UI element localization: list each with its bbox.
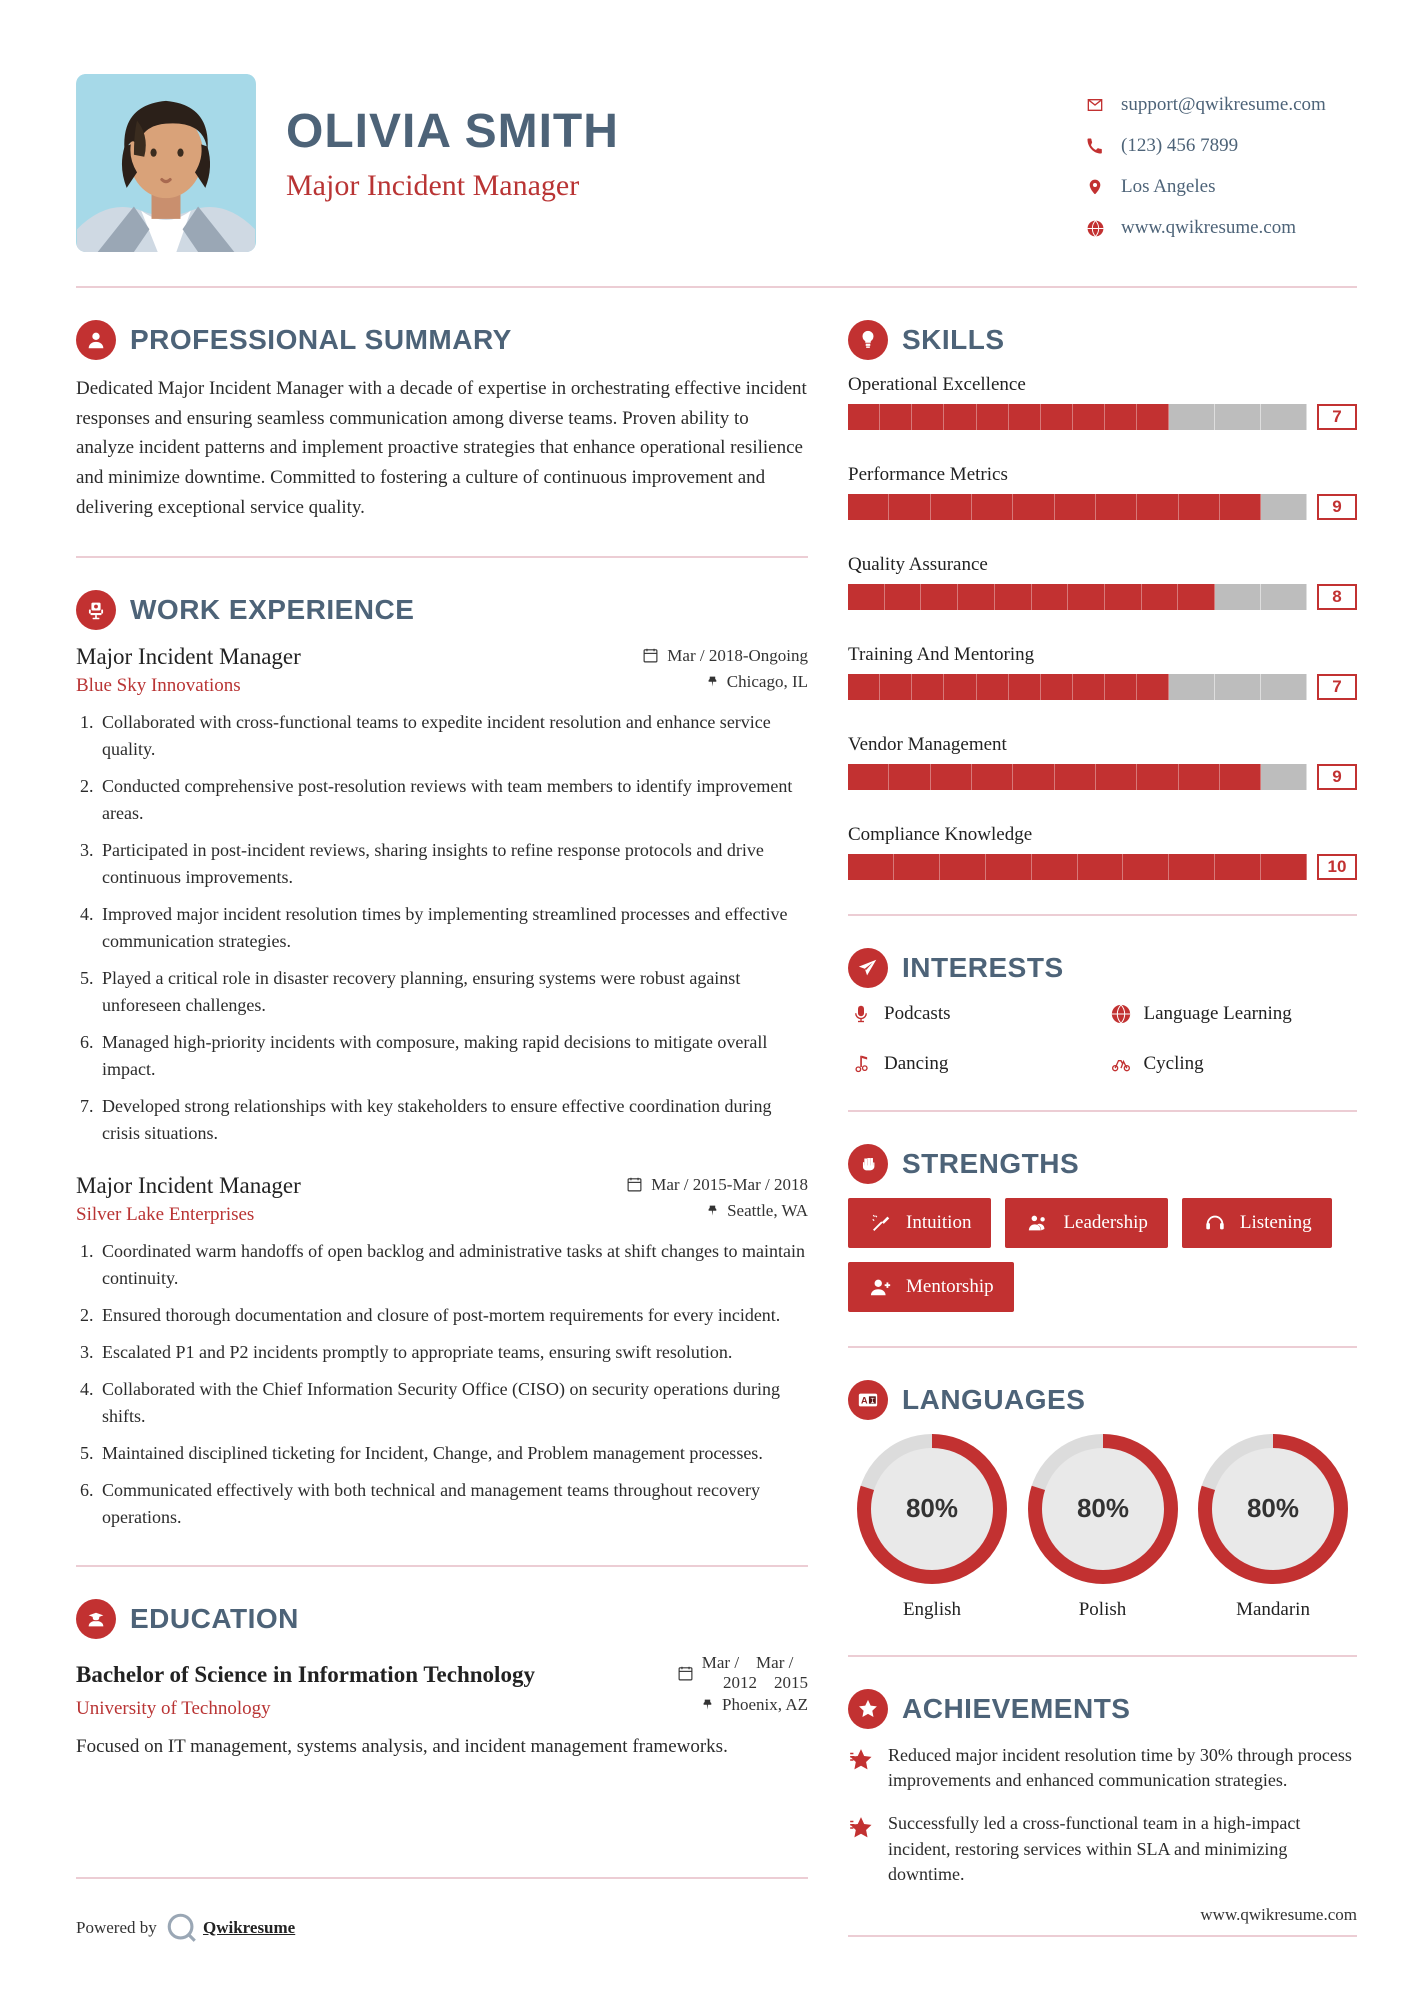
svg-text:80%: 80% [1247,1493,1299,1523]
svg-text:80%: 80% [1076,1493,1128,1523]
svg-text:A: A [861,1396,868,1406]
svg-text:80%: 80% [906,1493,958,1523]
